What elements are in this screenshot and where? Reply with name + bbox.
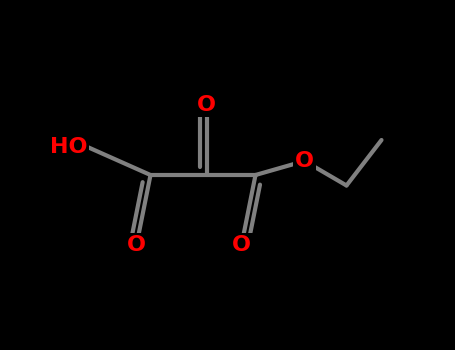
- Text: HO: HO: [50, 137, 87, 157]
- Text: O: O: [232, 235, 251, 255]
- Text: O: O: [197, 95, 216, 115]
- Text: O: O: [127, 235, 146, 255]
- Text: O: O: [295, 151, 314, 171]
